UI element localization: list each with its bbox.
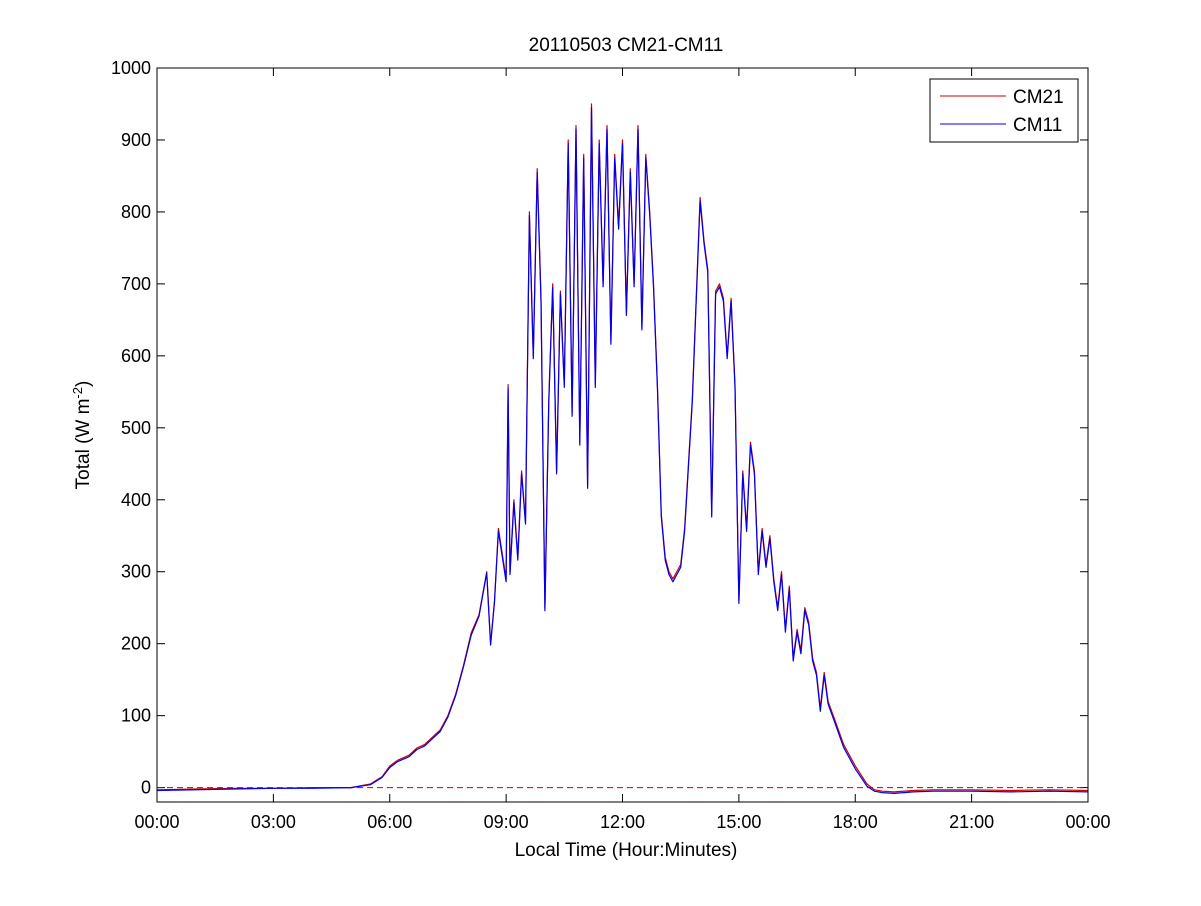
y-tick-label: 700 [121, 274, 151, 294]
series-layer [156, 103, 1089, 795]
x-tick-label: 00:00 [134, 812, 179, 832]
y-axis-label-tail: ) [73, 381, 94, 387]
y-tick-label: 800 [121, 202, 151, 222]
legend-label-cm11: CM11 [1013, 115, 1062, 136]
y-tick-label: 500 [121, 418, 151, 438]
x-tick-label: 15:00 [716, 812, 761, 832]
x-tick-label: 12:00 [600, 812, 645, 832]
y-tick-label: 600 [121, 346, 151, 366]
plot-area-frame [156, 67, 1089, 803]
x-tick-label: 09:00 [484, 812, 529, 832]
y-tick-label: 200 [121, 634, 151, 654]
y-axis-label-superscript: -2 [70, 387, 85, 399]
y-tick-label: 400 [121, 490, 151, 510]
chart-title: 20110503 CM21-CM11 [529, 35, 724, 56]
y-axis-label: Total (W m-2) [70, 381, 95, 490]
axis-ticks: 00:00 03:00 06:00 09:00 12:00 15:00 18:00 21:00… [111, 58, 1111, 832]
x-tick-label: 21:00 [949, 812, 994, 832]
legend-box [929, 78, 1079, 143]
series-line-cm11 [156, 106, 1089, 795]
x-tick-label: 03:00 [251, 812, 296, 832]
y-tick-label: 900 [121, 130, 151, 150]
y-tick-label: 1000 [111, 58, 151, 78]
x-tick-label: 00:00 [1065, 812, 1110, 832]
y-axis-label-main: Total (W m [73, 399, 94, 490]
chart-legend: CM21 CM11 [929, 78, 1079, 143]
legend-label-cm21: CM21 [1013, 87, 1064, 108]
y-tick-label: 300 [121, 562, 151, 582]
y-tick-label: 100 [121, 706, 151, 726]
x-axis-label: Local Time (Hour:Minutes) [515, 840, 738, 861]
x-tick-label: 18:00 [833, 812, 878, 832]
x-tick-label: 06:00 [367, 812, 412, 832]
y-tick-label: 0 [141, 778, 151, 798]
